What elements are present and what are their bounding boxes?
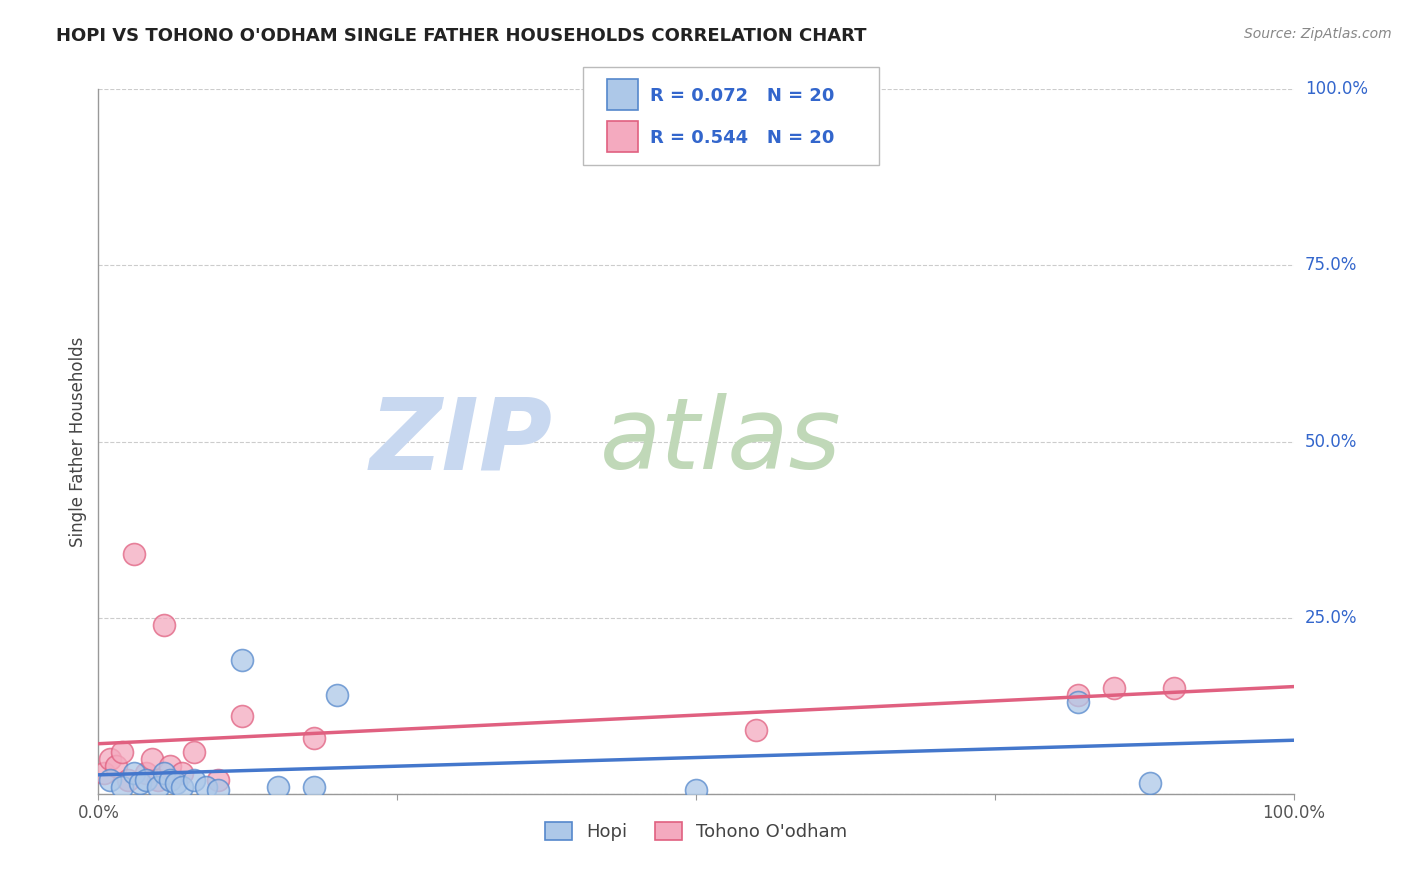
Point xyxy=(172,780,194,794)
Point xyxy=(148,780,170,794)
Point xyxy=(231,709,253,723)
Point xyxy=(172,765,194,780)
Text: 25.0%: 25.0% xyxy=(1305,608,1357,627)
Point xyxy=(183,772,205,787)
Point xyxy=(183,745,205,759)
Point xyxy=(207,772,229,787)
Point xyxy=(124,765,146,780)
Point xyxy=(93,765,115,780)
Text: 75.0%: 75.0% xyxy=(1305,256,1357,275)
Point xyxy=(105,758,128,772)
Point xyxy=(124,547,146,561)
Y-axis label: Single Father Households: Single Father Households xyxy=(69,336,87,547)
Legend: Hopi, Tohono O'odham: Hopi, Tohono O'odham xyxy=(537,814,855,848)
Point xyxy=(1104,681,1126,696)
Text: R = 0.544   N = 20: R = 0.544 N = 20 xyxy=(650,129,834,147)
Text: R = 0.072   N = 20: R = 0.072 N = 20 xyxy=(650,87,834,105)
Text: atlas: atlas xyxy=(600,393,842,490)
Point xyxy=(302,780,325,794)
Point xyxy=(153,765,176,780)
Point xyxy=(98,751,122,765)
Point xyxy=(153,617,176,632)
Point xyxy=(195,780,218,794)
Text: 50.0%: 50.0% xyxy=(1305,433,1357,450)
Point xyxy=(1067,688,1090,702)
Point xyxy=(207,783,229,797)
Point xyxy=(302,731,325,745)
Point xyxy=(231,653,253,667)
Point xyxy=(111,780,134,794)
Point xyxy=(111,745,134,759)
Point xyxy=(135,772,157,787)
Point xyxy=(135,765,157,780)
Point xyxy=(1139,776,1161,790)
Point xyxy=(267,780,290,794)
Point xyxy=(745,723,768,738)
Point xyxy=(159,772,181,787)
Text: ZIP: ZIP xyxy=(370,393,553,490)
Point xyxy=(165,776,187,790)
Point xyxy=(326,688,349,702)
Text: Source: ZipAtlas.com: Source: ZipAtlas.com xyxy=(1244,27,1392,41)
Point xyxy=(141,751,163,765)
Point xyxy=(148,772,170,787)
Point xyxy=(685,783,707,797)
Point xyxy=(159,758,181,772)
Point xyxy=(98,772,122,787)
Point xyxy=(1163,681,1185,696)
Point xyxy=(117,772,139,787)
Point xyxy=(1067,695,1090,709)
Text: 100.0%: 100.0% xyxy=(1305,80,1368,98)
Text: HOPI VS TOHONO O'ODHAM SINGLE FATHER HOUSEHOLDS CORRELATION CHART: HOPI VS TOHONO O'ODHAM SINGLE FATHER HOU… xyxy=(56,27,866,45)
Point xyxy=(129,776,152,790)
